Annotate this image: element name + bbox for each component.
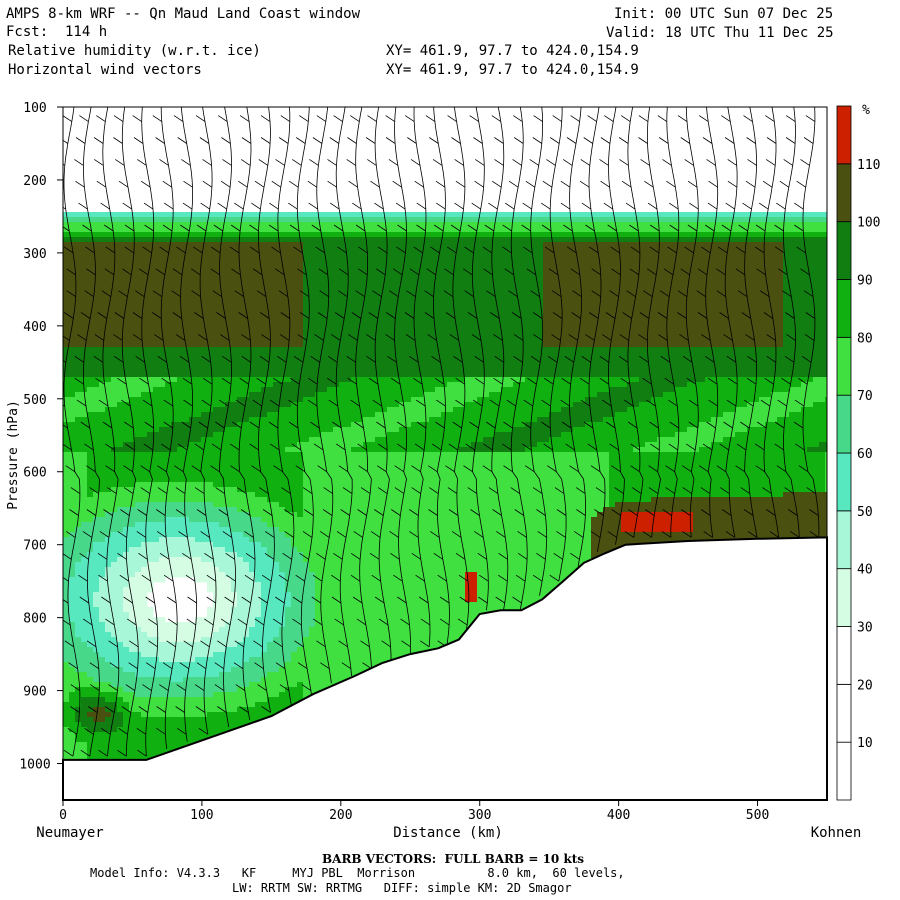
field-name-rh: Relative humidity (w.r.t. ice) [8,43,261,59]
y-tick-label: 600 [23,466,46,481]
terrain-surface [62,536,828,801]
wind-barbs [63,107,820,757]
model-info-line1: Model Info: V4.3.3 KF MYJ PBL Morrison 8… [90,866,625,880]
colorbar-swatch [836,510,852,570]
colorbar-swatch [836,741,852,801]
y-tick-label: 1000 [19,758,50,773]
colorbar-swatch [836,163,852,223]
forecast-hour: Fcst: 114 h [6,24,108,40]
colorbar-swatch [836,626,852,685]
colorbar-swatch [836,568,852,627]
colorbar-swatch [836,336,852,396]
colorbar-label: 70 [857,389,873,404]
cross-section-coords-1: XY= 461.9, 97.7 to 424.0,154.9 [386,43,639,59]
valid-time: Valid: 18 UTC Thu 11 Dec 25 [606,25,834,41]
x-tick-label: 0 [59,808,67,823]
barb-legend: BARB VECTORS: FULL BARB = 10 kts [322,852,585,866]
y-tick-label: 900 [23,685,46,700]
y-axis-label: Pressure (hPa) [6,400,21,510]
colorbar-label: 90 [857,274,873,289]
y-tick-label: 400 [23,320,46,335]
y-tick-label: 200 [23,174,46,189]
pressure-axis: 100 200 300 400 500 600 700 800 900 1000 [19,101,63,773]
colorbar-label: 10 [857,736,873,751]
colorbar-label: 40 [857,563,873,578]
x-start-label: Neumayer [36,825,103,841]
colorbar-swatch [836,105,852,165]
colorbar-label: 110 [857,158,880,173]
colorbar-label: 100 [857,216,880,231]
colorbar-swatch [836,452,852,512]
y-tick-label: 300 [23,247,46,262]
chart-title: AMPS 8-km WRF -- Qn Maud Land Coast wind… [6,6,361,22]
y-tick-label: 500 [23,393,46,408]
colorbar: 10 20 30 40 50 60 70 80 90 100 110 [836,105,880,801]
x-tick-label: 200 [329,808,352,823]
colorbar-label: 50 [857,505,873,520]
model-info-line2: LW: RRTM SW: RRTMG DIFF: simple KM: 2D S… [232,881,572,895]
y-tick-label: 800 [23,612,46,627]
y-tick-label: 100 [23,101,46,116]
colorbar-swatch [836,221,852,280]
y-tick-label: 700 [23,539,46,554]
colorbar-swatch [836,394,852,454]
x-tick-label: 100 [190,808,213,823]
x-axis-label: Distance (km) [393,825,503,841]
colorbar-swatch [836,683,852,743]
cross-section-coords-2: XY= 461.9, 97.7 to 424.0,154.9 [386,62,639,78]
x-tick-label: 400 [607,808,630,823]
colorbar-label: 30 [857,621,873,636]
x-tick-label: 500 [746,808,769,823]
init-time: Init: 00 UTC Sun 07 Dec 25 [614,6,834,22]
x-end-label: Kohnen [811,825,862,841]
colorbar-label: 80 [857,331,873,346]
field-name-wind: Horizontal wind vectors [8,62,202,78]
colorbar-label: 20 [857,678,873,693]
x-tick-label: 300 [468,808,491,823]
plot-frame [62,106,828,801]
colorbar-swatch [836,279,852,338]
colorbar-label: 60 [857,447,873,462]
colorbar-unit: % [862,103,870,118]
distance-axis: 0 100 200 300 400 500 [59,800,769,823]
